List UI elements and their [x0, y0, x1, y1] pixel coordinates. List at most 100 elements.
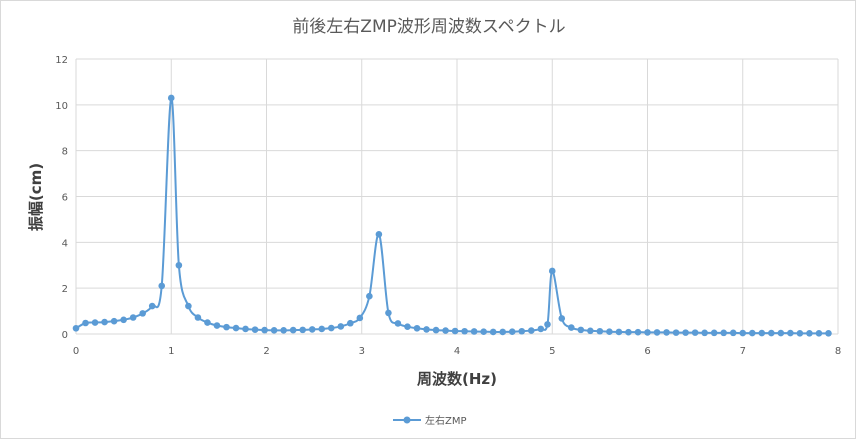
y-tick-label: 8 — [62, 147, 68, 158]
x-tick-label: 4 — [454, 346, 460, 357]
data-point — [672, 329, 680, 336]
data-point — [544, 321, 551, 328]
x-tick-label: 1 — [168, 346, 174, 357]
y-tick-labels: 0 2 4 6 8 10 12 — [55, 55, 68, 341]
data-point — [204, 319, 211, 326]
data-point — [537, 325, 545, 333]
data-point — [120, 316, 127, 324]
x-tick-label: 5 — [549, 346, 555, 357]
data-point — [587, 327, 594, 335]
data-point — [375, 231, 383, 238]
data-point — [366, 292, 373, 300]
data-point — [308, 326, 316, 333]
data-point — [404, 323, 411, 330]
data-point — [185, 302, 192, 310]
y-tick-label: 6 — [62, 193, 68, 204]
y-tick-label: 2 — [62, 284, 68, 295]
data-point — [558, 315, 566, 322]
data-point — [480, 328, 487, 336]
x-tick-label: 2 — [263, 346, 269, 357]
data-point — [710, 329, 718, 337]
data-point — [777, 329, 785, 337]
data-point — [289, 326, 297, 334]
data-point — [394, 320, 402, 327]
y-axis-title: 振幅(cm) — [27, 163, 45, 231]
data-point — [518, 327, 526, 335]
chart-title: 前後左右ZMP波形周波数スペクトル — [292, 17, 565, 37]
data-point — [280, 327, 287, 334]
legend: 左右ZMP — [393, 414, 467, 427]
data-point — [158, 282, 166, 290]
data-point — [413, 324, 421, 332]
y-tick-label: 0 — [62, 330, 68, 341]
x-tick-label: 8 — [835, 346, 841, 357]
data-point — [337, 323, 345, 330]
data-point — [748, 329, 756, 337]
data-point — [101, 318, 108, 326]
data-point — [796, 330, 804, 337]
data-point — [318, 325, 326, 333]
series-line — [75, 96, 829, 335]
data-point — [758, 329, 766, 337]
data-point — [596, 327, 604, 335]
data-point — [223, 323, 230, 331]
series-layer — [72, 94, 832, 337]
data-point — [787, 329, 794, 337]
data-point — [739, 329, 747, 337]
data-point — [423, 326, 430, 333]
x-tick-label: 7 — [740, 346, 746, 357]
data-point — [499, 328, 507, 336]
data-point — [213, 322, 221, 329]
y-tick-label: 10 — [55, 101, 68, 112]
data-point — [175, 261, 183, 269]
data-point — [815, 330, 823, 337]
data-point — [110, 317, 118, 325]
y-tick-label: 4 — [62, 238, 68, 249]
data-point — [82, 319, 89, 327]
y-tick-label: 12 — [55, 55, 68, 66]
legend-marker — [403, 416, 411, 424]
data-point — [194, 314, 202, 321]
data-point — [768, 329, 775, 337]
data-point — [508, 328, 516, 336]
data-point — [356, 314, 364, 322]
data-point — [701, 329, 708, 337]
data-point — [806, 330, 813, 337]
data-point — [91, 319, 99, 326]
data-point — [653, 329, 661, 336]
data-point — [347, 319, 354, 327]
data-point — [644, 329, 651, 336]
data-point — [139, 310, 146, 317]
data-point — [461, 327, 468, 335]
x-tick-labels: 0 1 2 3 4 5 6 7 8 — [73, 346, 841, 357]
data-point — [470, 328, 478, 335]
data-point — [432, 326, 440, 334]
data-point — [577, 326, 585, 334]
data-point — [606, 328, 613, 336]
data-point — [148, 302, 156, 310]
data-point — [442, 327, 449, 334]
data-point — [615, 328, 623, 336]
data-point — [261, 326, 268, 334]
data-point — [568, 324, 575, 331]
data-point — [682, 329, 689, 336]
x-tick-label: 3 — [359, 346, 365, 357]
data-point — [489, 328, 497, 336]
data-point — [299, 326, 306, 334]
data-point — [72, 324, 80, 332]
data-point — [729, 329, 737, 337]
data-point — [451, 327, 459, 335]
data-point — [327, 324, 335, 332]
data-point — [527, 327, 535, 334]
data-point — [634, 328, 642, 336]
data-point — [167, 94, 175, 102]
data-point — [129, 314, 137, 321]
data-point — [720, 329, 727, 337]
data-point — [663, 329, 670, 336]
data-point — [242, 325, 249, 333]
x-tick-label: 6 — [644, 346, 650, 357]
data-point — [625, 328, 632, 336]
data-point — [232, 324, 240, 332]
